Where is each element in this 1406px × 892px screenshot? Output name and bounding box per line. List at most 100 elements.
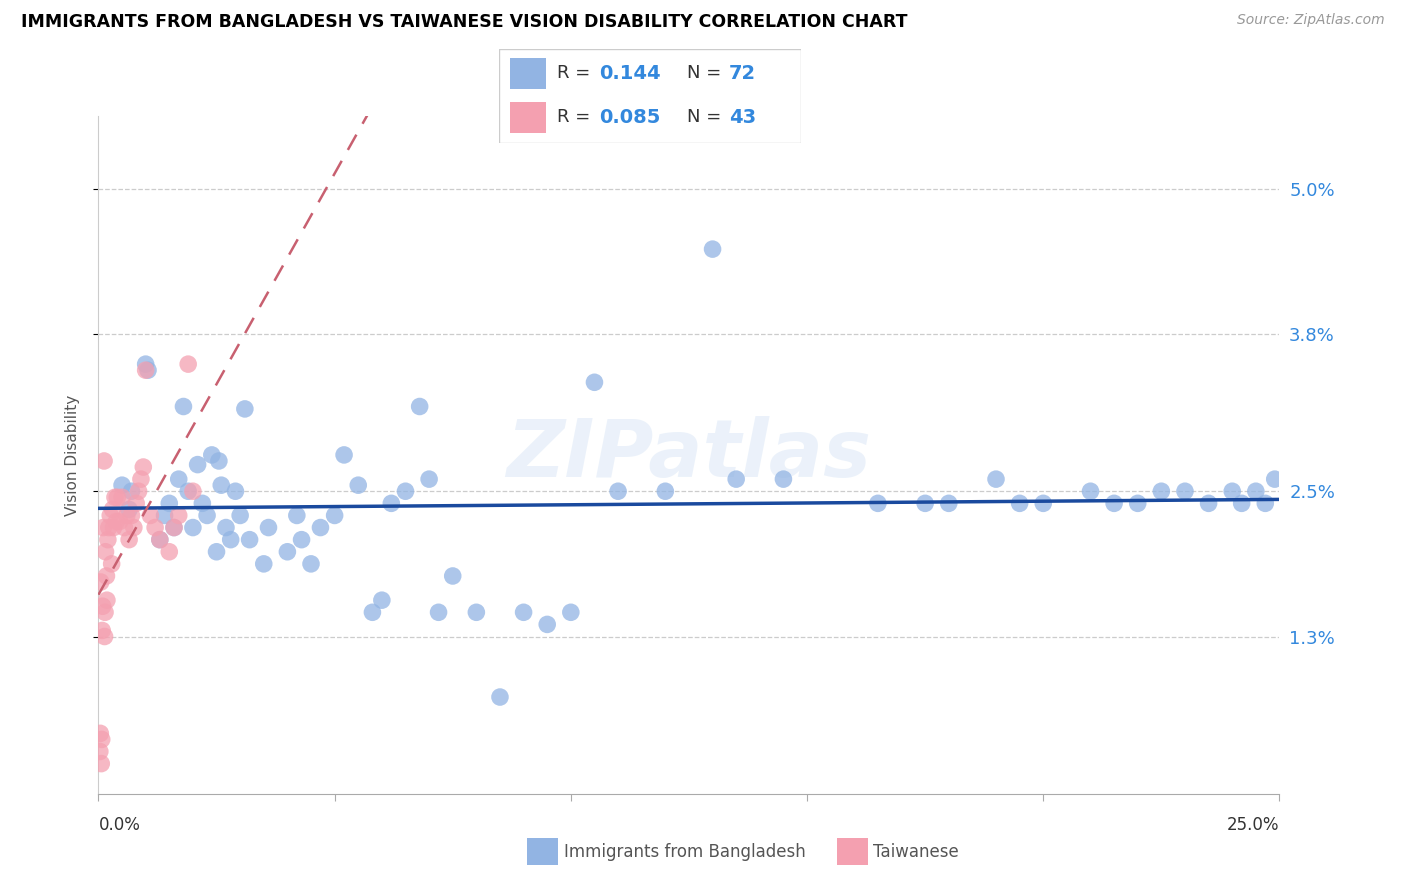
Point <box>157 496 180 510</box>
Point <box>276 545 298 559</box>
Point <box>219 533 242 547</box>
Point <box>149 533 172 547</box>
Text: Immigrants from Bangladesh: Immigrants from Bangladesh <box>564 843 806 861</box>
Point <box>233 401 256 416</box>
Point <box>465 605 488 619</box>
Point <box>93 454 115 468</box>
Point <box>100 557 122 571</box>
Point <box>122 520 145 534</box>
Point <box>129 472 152 486</box>
Point <box>361 605 384 619</box>
Point <box>1174 484 1197 499</box>
Text: N =: N = <box>686 109 727 127</box>
Text: 0.085: 0.085 <box>599 108 661 127</box>
Point <box>583 376 606 390</box>
Point <box>89 726 111 740</box>
Point <box>97 533 120 547</box>
Point <box>112 520 135 534</box>
Point <box>149 533 172 547</box>
Point <box>97 520 120 534</box>
Point <box>489 690 512 704</box>
FancyBboxPatch shape <box>499 49 801 143</box>
Point <box>143 520 166 534</box>
Point <box>536 617 558 632</box>
Point <box>1080 484 1102 499</box>
Point <box>1102 496 1125 510</box>
Point <box>98 508 121 523</box>
Point <box>224 484 246 499</box>
Point <box>1150 484 1173 499</box>
Text: 0.144: 0.144 <box>599 64 661 83</box>
Point <box>163 520 186 534</box>
Point <box>90 575 112 590</box>
Point <box>177 484 200 499</box>
Point <box>1244 484 1267 499</box>
Point <box>103 520 125 534</box>
Point <box>135 357 157 371</box>
Text: Taiwanese: Taiwanese <box>873 843 959 861</box>
Point <box>772 472 794 486</box>
Point <box>94 545 117 559</box>
Point <box>208 454 231 468</box>
Point <box>132 460 155 475</box>
Point <box>94 605 117 619</box>
Point <box>938 496 960 510</box>
Point <box>101 502 124 516</box>
Point <box>172 400 194 414</box>
Point <box>323 508 346 523</box>
Point <box>441 569 464 583</box>
Point <box>702 242 724 256</box>
Point <box>1198 496 1220 510</box>
Point <box>285 508 308 523</box>
Point <box>229 508 252 523</box>
Point <box>215 520 238 534</box>
Point <box>108 515 131 529</box>
Point <box>90 756 112 771</box>
Point <box>177 357 200 371</box>
Point <box>512 605 534 619</box>
Point <box>290 533 312 547</box>
Point <box>408 400 430 414</box>
Point <box>91 624 114 638</box>
Point <box>205 545 228 559</box>
Point <box>1126 496 1149 510</box>
Point <box>299 557 322 571</box>
Point <box>187 458 209 472</box>
Point <box>201 448 224 462</box>
Point <box>1008 496 1031 510</box>
Point <box>157 545 180 559</box>
Point <box>104 491 127 505</box>
Point <box>418 472 440 486</box>
Point <box>371 593 394 607</box>
Point <box>128 484 150 499</box>
Point <box>91 520 114 534</box>
Point <box>90 732 112 747</box>
Point <box>121 508 143 523</box>
Point <box>191 496 214 510</box>
FancyBboxPatch shape <box>510 103 546 134</box>
Point <box>725 472 748 486</box>
Point <box>136 363 159 377</box>
Point <box>257 520 280 534</box>
Point <box>1254 496 1277 510</box>
Point <box>115 508 138 523</box>
Point <box>96 569 118 583</box>
Point <box>135 363 157 377</box>
Text: 72: 72 <box>728 64 756 83</box>
FancyBboxPatch shape <box>510 59 546 89</box>
Point <box>1230 496 1253 510</box>
Point <box>253 557 276 571</box>
Point <box>984 472 1007 486</box>
Text: ZIPatlas: ZIPatlas <box>506 416 872 494</box>
Point <box>121 484 143 499</box>
Point <box>118 533 141 547</box>
Point <box>91 599 114 614</box>
Point <box>111 478 134 492</box>
Point <box>111 491 134 505</box>
Point <box>89 744 111 758</box>
Point <box>163 520 186 534</box>
Text: N =: N = <box>686 64 727 82</box>
Point <box>347 478 370 492</box>
Point <box>195 508 218 523</box>
Point <box>1032 496 1054 510</box>
